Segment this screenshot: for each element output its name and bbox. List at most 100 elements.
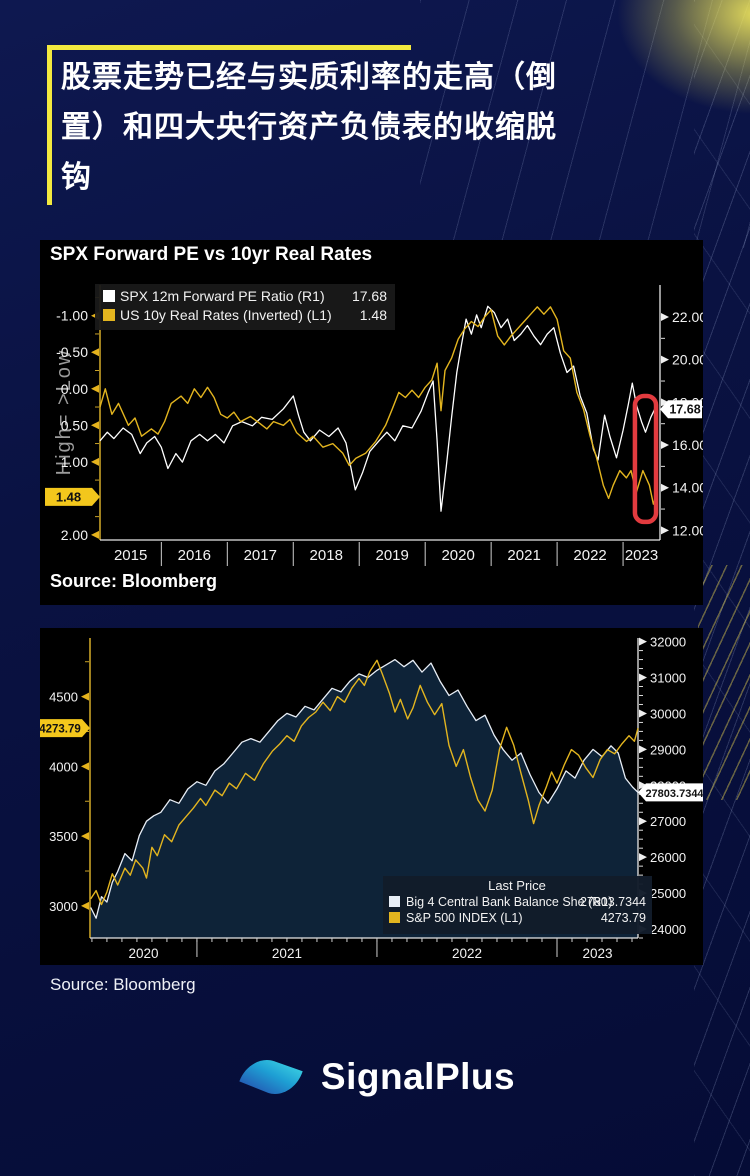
y-tick-label: 14.00	[672, 480, 703, 496]
axis-value-badge-label: 4273.79	[40, 724, 81, 736]
chart-title: SPX Forward PE vs 10yr Real Rates	[50, 244, 373, 265]
legend-swatch-icon	[103, 309, 115, 321]
x-tick-label: 2017	[244, 547, 277, 564]
tick-arrow-icon	[91, 421, 99, 430]
tick-arrow-icon	[661, 441, 669, 450]
tick-arrow-icon	[639, 673, 647, 682]
chart-legend: SPX 12m Forward PE Ratio (R1) 17.68 US 10y…	[95, 284, 395, 330]
axis-value-badge	[638, 783, 703, 802]
axis-value-badge-label: 17.68	[669, 403, 700, 417]
tick-arrow-icon	[639, 781, 647, 790]
series-line-2	[99, 306, 657, 505]
y-tick-label: 20.00	[672, 352, 703, 368]
tick-arrow-icon	[91, 384, 99, 393]
y-tick-label: 31000	[650, 671, 686, 686]
legend-label: SPX 12m Forward PE Ratio (R1)	[120, 288, 325, 304]
headline-line-1: 股票走势已经与实质利率的走高（倒	[61, 61, 557, 94]
chart-panel-spx-pe-vs-real-rates: SPX Forward PE vs 10yr Real Rates High= …	[40, 240, 703, 605]
tick-arrow-icon	[639, 853, 647, 862]
tick-arrow-icon	[639, 709, 647, 718]
headline-line-3: 钩	[61, 161, 92, 194]
legend-box	[95, 284, 395, 330]
axis-value-badge	[45, 487, 100, 506]
page-title: 股票走势已经与实质利率的走高（倒 置）和四大央行资产负债表的收缩脱 钩	[61, 53, 681, 203]
tick-arrow-icon	[639, 745, 647, 754]
tick-arrow-icon	[661, 483, 669, 492]
x-tick-label: 2022	[573, 547, 606, 564]
signalplus-logo-text: SignalPlus	[320, 1056, 516, 1097]
x-tick-label: 2021	[507, 547, 540, 564]
chart-panel-balance-sheet-vs-spx: 3000350040004500240002500026000270002800…	[40, 628, 703, 965]
tick-arrow-icon	[91, 457, 99, 466]
logo-swoosh	[239, 1060, 303, 1094]
series-line-1	[99, 305, 656, 512]
series-line-2	[90, 659, 639, 906]
legend-header: Last Price	[488, 878, 546, 893]
x-tick-label: 2023	[582, 946, 612, 961]
x-tick-label: 2019	[376, 547, 409, 564]
y-tick-label: 16.00	[672, 437, 703, 453]
x-tick-label: 2020	[128, 946, 158, 961]
headline-accent-bar-left	[47, 45, 52, 205]
y-tick-label: 4500	[49, 690, 78, 705]
brand-logo: SignalPlus	[0, 1046, 750, 1108]
tick-arrow-icon	[91, 530, 99, 539]
tick-arrow-icon	[91, 348, 99, 357]
legend-swatch-icon	[389, 912, 400, 923]
y-tick-label: 24000	[650, 922, 686, 937]
y-tick-label: 4000	[49, 759, 78, 774]
tick-arrow-icon	[661, 526, 669, 535]
axis-direction-note: High= >Low	[53, 349, 75, 476]
legend-value: 1.48	[360, 307, 387, 323]
tick-arrow-icon	[661, 398, 669, 407]
axis-value-badge-label: 1.48	[56, 489, 81, 504]
tick-arrow-icon	[639, 817, 647, 826]
y-tick-label: -1.00	[56, 308, 88, 324]
tick-arrow-icon	[639, 637, 647, 646]
y-tick-label: 29000	[650, 742, 686, 757]
yellow-corner-glow	[612, 0, 750, 118]
chart-source: Source: Bloomberg	[50, 571, 218, 591]
tick-arrow-icon	[81, 762, 89, 771]
x-tick-label: 2023	[625, 547, 658, 564]
y-tick-label: 1.00	[61, 454, 88, 470]
legend-value: 27803.7344	[580, 895, 646, 909]
axis-value-badge	[40, 719, 90, 738]
legend-label: S&P 500 INDEX (L1)	[406, 911, 523, 925]
axis-value-badge	[660, 400, 702, 419]
legend-label: US 10y Real Rates (Inverted) (L1)	[120, 307, 332, 323]
yellow-edge-streaks	[698, 565, 750, 800]
y-tick-label: 32000	[650, 635, 686, 650]
y-tick-label: 3500	[49, 829, 78, 844]
legend-swatch-icon	[389, 896, 400, 907]
chart-legend: Last Price Big 4 Central Bank Balance She…	[383, 876, 652, 934]
headline-line-2: 置）和四大央行资产负债表的收缩脱	[61, 111, 557, 144]
x-tick-label: 2015	[114, 547, 147, 564]
series-line-1	[90, 658, 639, 919]
tick-arrow-icon	[81, 692, 89, 701]
chart2-group: 3000350040004500240002500026000270002800…	[40, 635, 703, 961]
x-tick-label: 2018	[310, 547, 343, 564]
diagonal-lines-pattern-right	[694, 0, 750, 1176]
y-tick-label: 3000	[49, 899, 78, 914]
tick-arrow-icon	[81, 832, 89, 841]
legend-swatch-icon	[103, 290, 115, 302]
tick-arrow-icon	[661, 313, 669, 322]
headline-accent-bar-top	[47, 45, 411, 50]
legend-value: 17.68	[352, 288, 387, 304]
y-tick-label: 2.00	[61, 527, 88, 543]
y-tick-label: 0.00	[61, 381, 88, 397]
spx-pe-vs-real-rates-chart: High= >Low -1.00 -0.50 0.00 0.50 1.00 2.00 12.0…	[45, 284, 703, 566]
tick-arrow-icon	[81, 901, 89, 910]
x-tick-label: 2022	[452, 946, 482, 961]
y-tick-label: 12.00	[672, 522, 703, 538]
legend-box	[383, 876, 652, 934]
y-tick-label: 0.50	[61, 417, 88, 433]
x-tick-label: 2021	[272, 946, 302, 961]
legend-label: Big 4 Central Bank Balance She (R1)	[406, 895, 612, 909]
y-tick-label: 27000	[650, 814, 686, 829]
balance-sheet-area	[90, 659, 638, 938]
highlight-box	[632, 393, 659, 525]
y-tick-label: 26000	[650, 850, 686, 865]
signalplus-logo-icon	[239, 1060, 303, 1094]
